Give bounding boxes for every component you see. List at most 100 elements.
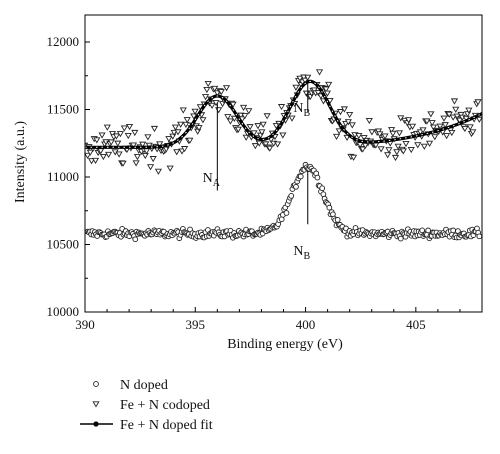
data-point	[195, 125, 203, 132]
data-point	[394, 143, 402, 150]
data-point	[191, 108, 199, 115]
data-point	[103, 124, 111, 131]
data-point	[165, 136, 173, 143]
data-point	[397, 235, 404, 242]
series-2	[85, 79, 483, 149]
data-point	[116, 131, 124, 138]
data-point	[124, 132, 132, 140]
data-point	[374, 128, 383, 135]
data-point	[224, 114, 232, 121]
data-point	[476, 233, 483, 240]
y-tick-label: 12000	[47, 34, 80, 49]
data-point	[365, 117, 373, 125]
data-point	[251, 143, 259, 150]
data-point	[350, 154, 358, 161]
data-point	[368, 129, 376, 136]
data-point	[144, 134, 152, 141]
data-point	[288, 115, 296, 122]
data-point	[262, 141, 270, 148]
data-point	[389, 130, 397, 137]
data-point	[190, 113, 198, 120]
data-point	[170, 129, 178, 136]
data-point	[466, 124, 474, 131]
data-point	[241, 113, 249, 120]
data-point	[149, 156, 157, 163]
data-point	[242, 134, 250, 141]
data-point	[150, 125, 159, 133]
data-point	[166, 165, 174, 172]
y-tick-label: 11500	[47, 102, 79, 117]
data-point	[215, 107, 223, 114]
data-point	[141, 153, 149, 160]
data-point	[387, 127, 396, 134]
data-point	[177, 121, 185, 128]
data-point	[474, 99, 482, 106]
data-point	[86, 149, 94, 156]
data-point	[443, 133, 451, 140]
x-tick-label: 400	[296, 317, 316, 332]
data-point	[179, 107, 187, 114]
series-0	[84, 161, 483, 243]
data-point	[87, 158, 96, 165]
data-point	[171, 124, 180, 131]
data-point	[293, 183, 299, 190]
data-point	[186, 137, 194, 144]
data-point	[115, 151, 123, 158]
data-point	[322, 86, 330, 93]
data-point	[292, 84, 300, 91]
data-point	[408, 123, 417, 130]
axes: 390 395 400 405 10000 10500 11000 11500 12000	[47, 14, 483, 332]
legend-label: N doped	[120, 378, 168, 393]
data-point	[204, 81, 212, 88]
data-point	[332, 133, 341, 141]
data-point	[445, 111, 453, 118]
data-point	[449, 114, 457, 121]
data-point	[393, 149, 401, 156]
data-point	[427, 111, 435, 118]
data-point	[334, 216, 341, 223]
legend-item: Fe + N doped fit	[80, 418, 213, 433]
y-tick-label: 10500	[47, 237, 80, 252]
data-point	[112, 133, 121, 140]
annotation: NA	[203, 102, 221, 191]
data-point	[301, 77, 309, 84]
x-tick-label: 390	[75, 317, 95, 332]
data-point	[181, 146, 189, 153]
data-point	[208, 102, 216, 110]
data-point	[440, 115, 448, 122]
data-point	[91, 157, 100, 164]
data-point	[119, 160, 127, 167]
data-point	[217, 89, 225, 96]
legend-marker	[93, 421, 99, 427]
data-point	[384, 152, 392, 159]
data-point	[314, 90, 322, 97]
x-axis-label: Binding energy (eV)	[227, 337, 343, 352]
data-point	[288, 193, 295, 199]
data-point	[114, 140, 122, 147]
data-point	[402, 140, 410, 148]
y-axis-label: Intensity (a.u.)	[13, 121, 28, 203]
data-point	[245, 108, 253, 115]
data-point	[425, 140, 434, 147]
data-point	[414, 142, 422, 149]
data-point	[93, 137, 101, 144]
data-point	[335, 128, 343, 135]
data-point	[259, 121, 267, 128]
data-point	[428, 120, 436, 127]
data-point	[132, 160, 140, 167]
data-point	[319, 185, 326, 192]
data-point	[385, 147, 393, 154]
data-point	[399, 148, 407, 155]
data-point	[230, 115, 238, 122]
data-point	[429, 124, 438, 131]
data-point	[222, 85, 231, 92]
data-point	[234, 126, 242, 133]
data-point	[344, 119, 352, 126]
data-point	[461, 125, 469, 133]
data-point	[156, 141, 164, 148]
x-tick-label: 395	[186, 317, 206, 332]
data-point	[340, 106, 349, 113]
data-point	[255, 140, 263, 147]
data-point	[356, 142, 364, 149]
